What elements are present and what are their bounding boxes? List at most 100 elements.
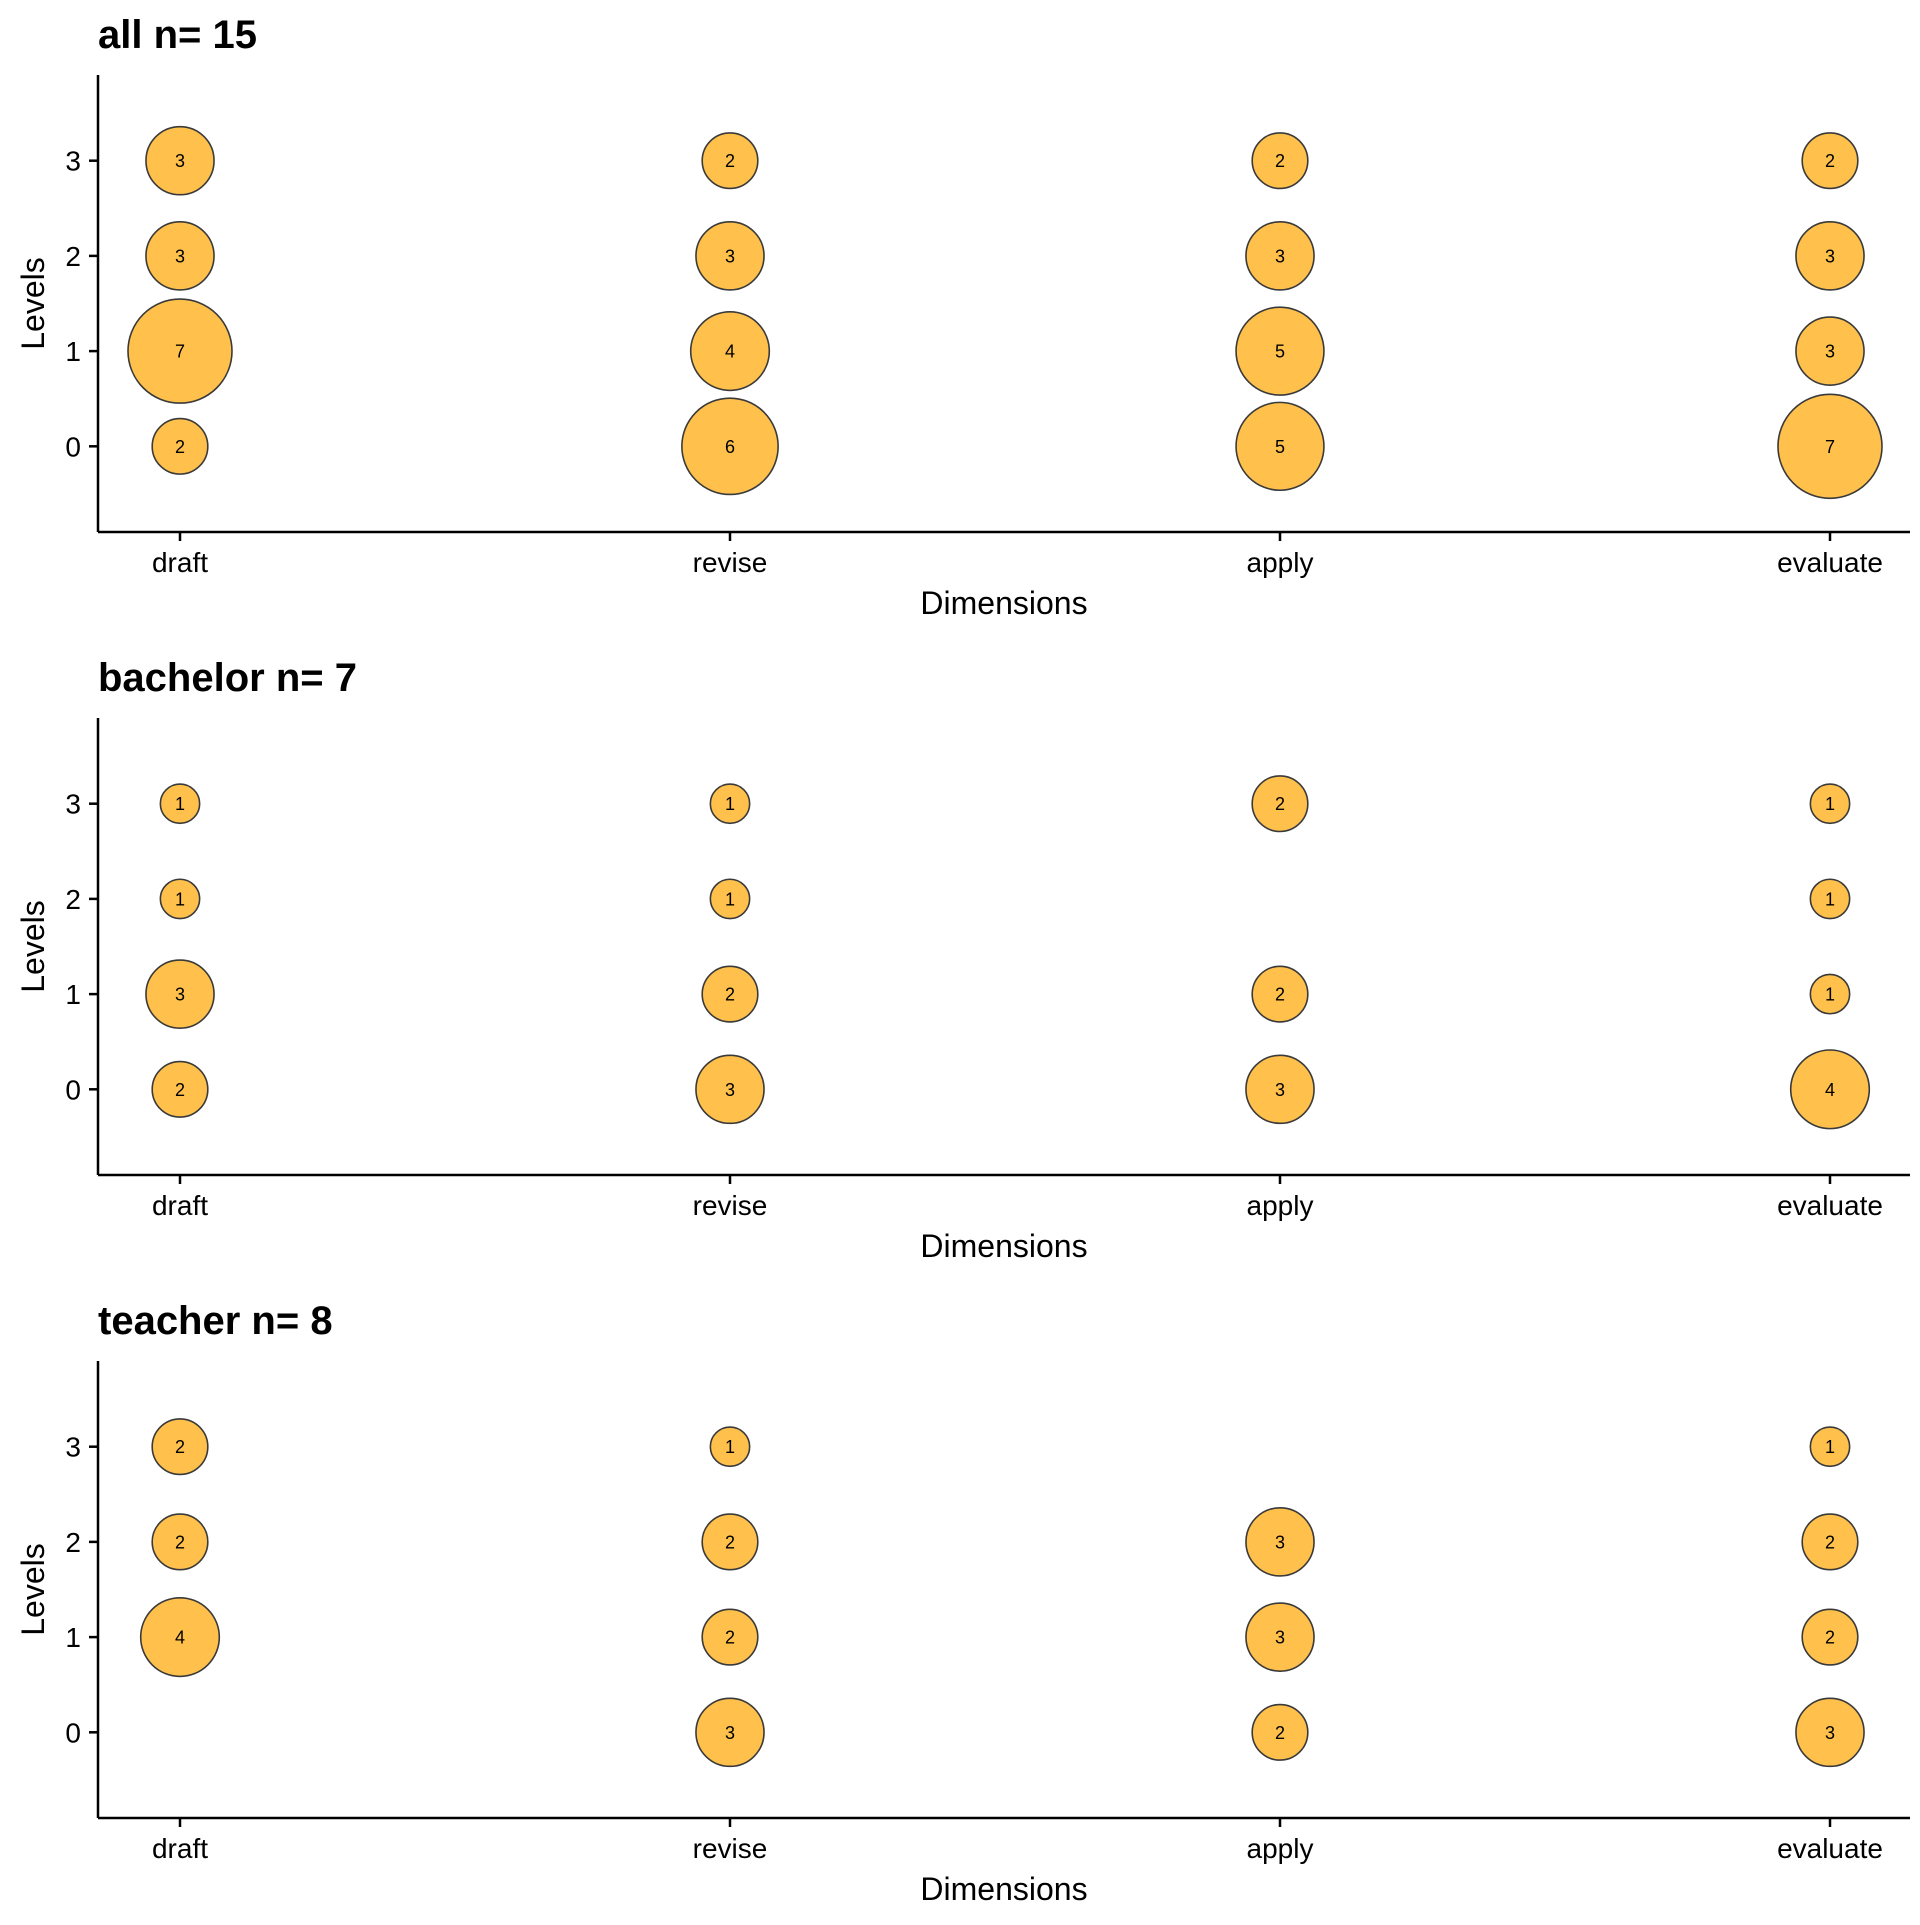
bubble-point	[681, 397, 779, 496]
bubble-point	[151, 1513, 209, 1571]
bubble-point	[701, 1608, 759, 1666]
bubble-point	[151, 1060, 209, 1118]
bubble-value-label: 2	[1275, 985, 1285, 1005]
x-tick-label: revise	[693, 1833, 768, 1864]
bubble-point	[1789, 1049, 1871, 1130]
y-axis-title: Levels	[15, 257, 51, 350]
bubble-point	[1801, 1608, 1859, 1666]
x-tick-label: apply	[1247, 1833, 1314, 1864]
bubble-value-label: 3	[1275, 1080, 1285, 1100]
bubble-value-label: 3	[725, 246, 735, 266]
x-tick-label: apply	[1247, 1190, 1314, 1221]
y-tick-label: 0	[65, 431, 81, 462]
bubble-value-label: 2	[1825, 151, 1835, 171]
bubble-value-label: 1	[1825, 1437, 1835, 1457]
y-tick-label: 1	[65, 979, 81, 1010]
bubble-value-label: 2	[725, 985, 735, 1005]
bubble-point	[1245, 221, 1315, 291]
panel-title: bachelor n= 7	[98, 656, 357, 700]
bubble-value-label: 5	[1275, 342, 1285, 362]
y-tick-label: 3	[65, 146, 81, 177]
bubble-value-label: 1	[1825, 889, 1835, 909]
panel-1: all n= 15 0 1 2 3 draft revise apply evaluate Dim…	[15, 13, 1910, 621]
bubble-point	[151, 1418, 209, 1476]
bubble-value-label: 3	[1825, 342, 1835, 362]
bubble-value-label: 7	[175, 342, 185, 362]
bubble-value-label: 3	[1275, 1532, 1285, 1552]
bubble-point	[139, 1596, 221, 1678]
x-axis-title: Dimensions	[920, 1228, 1087, 1264]
bubble-point	[1251, 132, 1309, 190]
bubble-value-label: 2	[1275, 1723, 1285, 1743]
panel-title: teacher n= 8	[98, 1299, 333, 1343]
bubble-value-label: 1	[725, 1437, 735, 1457]
bubble-value-label: 7	[1825, 437, 1835, 457]
bubble-point	[1809, 783, 1851, 825]
x-tick-label: apply	[1247, 547, 1314, 578]
bubble-point	[1251, 1703, 1309, 1761]
bubble-point	[709, 878, 751, 920]
bubble-value-label: 3	[1825, 246, 1835, 266]
y-tick-label: 3	[65, 1432, 81, 1463]
y-axis-title: Levels	[15, 1543, 51, 1636]
bubble-point	[1795, 1697, 1865, 1768]
bubble-point	[159, 878, 201, 920]
bubble-value-label: 3	[175, 246, 185, 266]
bubble-value-label: 3	[1275, 1628, 1285, 1648]
y-tick-label: 1	[65, 1622, 81, 1653]
bubble-value-label: 2	[175, 1437, 185, 1457]
bubble-point	[695, 1697, 765, 1768]
bubble-value-label: 3	[175, 151, 185, 171]
bubble-point	[709, 783, 751, 825]
x-axis-title: Dimensions	[920, 585, 1087, 621]
x-axis-title: Dimensions	[920, 1871, 1087, 1907]
bubble-point	[701, 132, 759, 190]
bubble-point	[159, 783, 201, 825]
bubble-point	[689, 310, 771, 392]
bubble-value-label: 1	[175, 794, 185, 814]
bubble-value-label: 4	[175, 1628, 185, 1648]
x-tick-label: evaluate	[1777, 1190, 1883, 1221]
bubble-value-label: 1	[725, 794, 735, 814]
bubble-value-label: 2	[1825, 1532, 1835, 1552]
bubble-value-label: 2	[175, 1532, 185, 1552]
y-tick-label: 2	[65, 241, 81, 272]
bubble-value-label: 2	[1275, 794, 1285, 814]
bubble-value-label: 2	[175, 437, 185, 457]
bubble-point	[1809, 1426, 1851, 1468]
bubble-point	[145, 125, 215, 196]
bubble-point	[695, 221, 765, 291]
x-tick-label: evaluate	[1777, 547, 1883, 578]
bubble-point	[1809, 878, 1851, 920]
bubble-point	[1795, 221, 1865, 291]
bubble-point	[1809, 973, 1851, 1015]
bubble-value-label: 3	[1275, 246, 1285, 266]
y-tick-label: 0	[65, 1717, 81, 1748]
bubble-value-label: 2	[725, 1628, 735, 1648]
bubble-value-label: 1	[1825, 985, 1835, 1005]
bubble-value-label: 3	[1825, 1723, 1835, 1743]
bubble-point	[1235, 401, 1325, 492]
bubble-value-label: 3	[725, 1080, 735, 1100]
bubble-value-label: 6	[725, 437, 735, 457]
bubble-value-label: 1	[1825, 794, 1835, 814]
x-tick-label: evaluate	[1777, 1833, 1883, 1864]
panel-2: bachelor n= 7 0 1 2 3 draft revise apply evaluat…	[15, 656, 1910, 1264]
panel-title: all n= 15	[98, 13, 257, 57]
y-tick-label: 3	[65, 789, 81, 820]
bubble-point	[1801, 1513, 1859, 1571]
bubble-point	[701, 965, 759, 1023]
bubble-point	[709, 1426, 751, 1468]
bubble-value-label: 4	[725, 342, 735, 362]
bubble-value-label: 1	[725, 889, 735, 909]
bubble-point	[701, 1513, 759, 1571]
bubble-value-label: 2	[1825, 1628, 1835, 1648]
x-tick-label: draft	[152, 547, 208, 578]
x-tick-label: draft	[152, 1190, 208, 1221]
y-tick-label: 0	[65, 1074, 81, 1105]
panel-3: teacher n= 8 0 1 2 3 draft revise apply evaluate…	[15, 1299, 1910, 1907]
y-tick-label: 1	[65, 336, 81, 367]
bubble-point	[1245, 1507, 1315, 1577]
